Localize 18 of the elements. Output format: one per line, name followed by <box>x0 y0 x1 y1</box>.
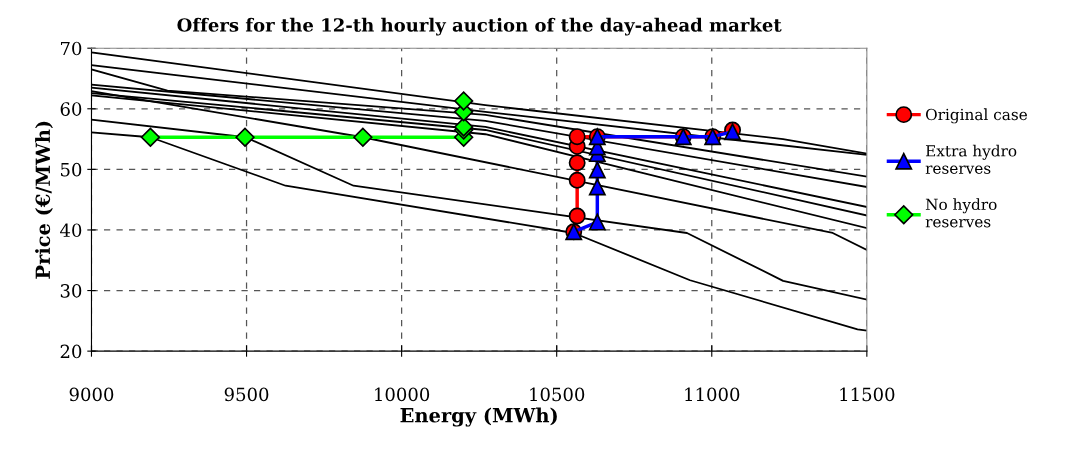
y-axis-title: Price (€/MWh) <box>35 121 53 279</box>
x-tick-label: 9000 <box>69 387 114 402</box>
x-axis-title: Energy (MWh) <box>400 407 557 427</box>
y-tick-label: 50 <box>61 162 82 177</box>
x-tick-label: 11000 <box>685 387 740 402</box>
y-tick-label: 20 <box>60 344 82 359</box>
legend-label: Extra hydro reserves <box>925 144 1017 174</box>
legend-label: No hydro reserves <box>925 198 997 228</box>
y-tick-label: 70 <box>60 41 82 56</box>
chart-title: Offers for the 12-th hourly auction of the day-ahead market <box>177 17 782 36</box>
x-tick-label: 10000 <box>375 387 430 402</box>
x-tick-label: 11500 <box>840 387 895 402</box>
x-tick-label: 10500 <box>530 387 585 402</box>
y-tick-label: 40 <box>60 223 82 238</box>
y-tick-label: 60 <box>60 102 82 116</box>
legend-label: Original case <box>925 108 1027 124</box>
y-tick-label: 30 <box>60 284 82 298</box>
x-tick-label: 9500 <box>224 387 269 402</box>
